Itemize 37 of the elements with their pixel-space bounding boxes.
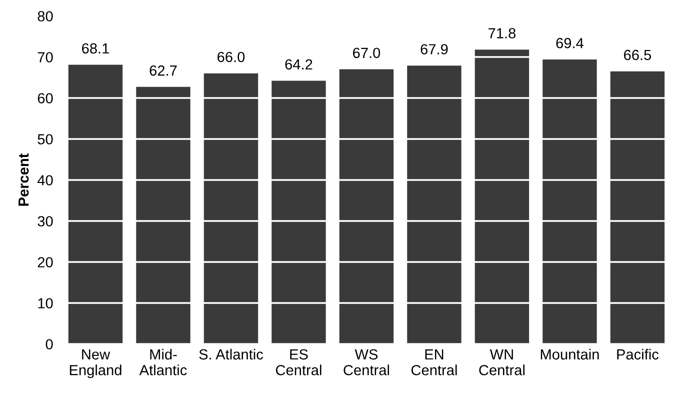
data-label: 71.8 [488,28,516,38]
data-label: 66.5 [624,50,652,60]
y-tick-label: 30 [38,216,53,226]
bar [204,73,258,344]
data-label: 69.4 [556,38,584,48]
data-label: 62.7 [150,65,177,76]
y-tick-label: 0 [46,339,53,350]
bar [136,86,190,344]
y-tick-label: 60 [38,93,53,104]
data-label: 67.0 [353,48,380,58]
x-tick-label: WS Central [344,349,390,376]
x-tick-label: ES Central [276,349,322,376]
bar [339,69,394,344]
data-label: 64.2 [285,59,312,70]
y-tick-label: 40 [37,175,53,186]
data-label: 68.1 [82,43,109,54]
y-tick-label: 70 [38,52,53,62]
bar [407,66,462,344]
bar [474,50,530,344]
bar [610,71,665,344]
x-tick-label: Mid- Atlantic [139,348,187,376]
bar [272,80,326,344]
data-label: 66.0 [218,52,245,62]
y-axis-title: Percent [18,153,29,206]
bar [68,64,123,344]
x-tick-label: Pacific [617,348,659,360]
y-tick-label: 80 [38,11,53,22]
x-tick-label: Mountain [540,348,599,360]
data-label: 67.9 [420,44,448,54]
bar [542,59,597,344]
x-tick-label: EN Central [411,349,457,376]
x-tick-label: New England [70,349,122,378]
x-tick-label: S. Atlantic [199,348,264,360]
y-tick-label: 20 [38,257,53,268]
y-tick-label: 10 [38,298,53,308]
x-tick-label: WN Central [479,349,524,376]
y-tick-label: 50 [38,134,53,144]
